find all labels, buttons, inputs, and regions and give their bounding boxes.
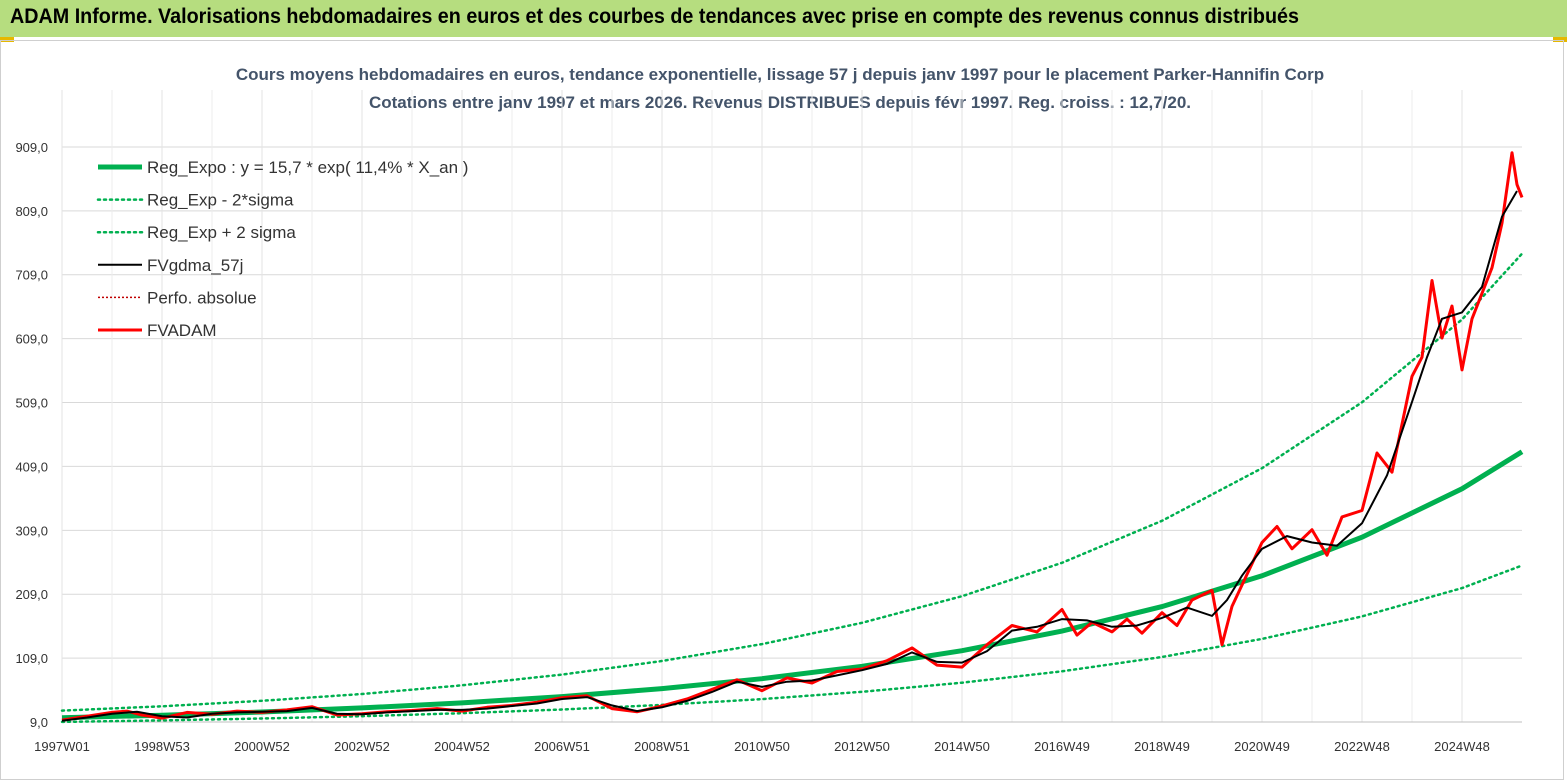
y-axis-labels: 9,0 109,0 209,0 309,0 409,0 509,0 609,0 709,0 80… [15, 140, 48, 730]
chart-frame [0, 40, 1564, 780]
y-tick-label: 9,0 [30, 715, 48, 730]
x-axis-labels: 1997W01 1998W53 2000W52 2002W52 2004W52 2006W… [34, 739, 1490, 754]
y-tick-label: 109,0 [15, 651, 48, 666]
y-tick-label: 309,0 [15, 523, 48, 538]
title-banner: ADAM Informe. Valorisations hebdomadaire… [0, 0, 1567, 37]
series-reg-expo [61, 449, 1524, 721]
chart-subtitle: Cotations entre janv 1997 et mars 2026. … [369, 93, 1191, 112]
series-reg-plus-2sigma [60, 252, 1524, 712]
legend-label: FVADAM [147, 321, 217, 340]
series-fvgdma-57j [61, 190, 1518, 722]
banner-accent-right [1553, 37, 1567, 42]
x-tick-label: 1998W53 [134, 739, 190, 754]
legend-label: Perfo. absolue [147, 288, 257, 307]
x-tick-label: 2002W52 [334, 739, 390, 754]
x-tick-label: 2018W49 [1134, 739, 1190, 754]
y-tick-label: 609,0 [15, 332, 48, 347]
x-tick-label: 2012W50 [834, 739, 890, 754]
x-tick-label: 2008W51 [634, 739, 690, 754]
series-lines [60, 151, 1524, 724]
y-tick-label: 909,0 [15, 140, 48, 155]
legend-label: Reg_Exp - 2*sigma [147, 191, 294, 210]
x-tick-label: 2006W51 [534, 739, 590, 754]
y-tick-label: 709,0 [15, 268, 48, 283]
x-tick-label: 2010W50 [734, 739, 790, 754]
x-tick-label: 1997W01 [34, 739, 90, 754]
x-tick-label: 2004W52 [434, 739, 490, 754]
x-tick-label: 2014W50 [934, 739, 990, 754]
legend-label: FVgdma_57j [147, 256, 243, 275]
x-tick-label: 2000W52 [234, 739, 290, 754]
legend: Reg_Expo : y = 15,7 * exp( 11,4% * X_an … [96, 158, 468, 340]
x-tick-label: 2022W48 [1334, 739, 1390, 754]
x-tick-label: 2016W49 [1034, 739, 1090, 754]
legend-label: Reg_Expo : y = 15,7 * exp( 11,4% * X_an … [147, 158, 468, 177]
x-tick-label: 2024W48 [1434, 739, 1490, 754]
series-reg-minus-2sigma [60, 564, 1524, 724]
legend-label: Reg_Exp + 2 sigma [147, 223, 296, 242]
banner-title: ADAM Informe. Valorisations hebdomadaire… [10, 5, 1299, 28]
gridlines [61, 90, 1522, 723]
y-tick-label: 509,0 [15, 396, 48, 411]
y-tick-label: 409,0 [15, 459, 48, 474]
x-tick-label: 2020W49 [1234, 739, 1290, 754]
y-tick-label: 809,0 [15, 204, 48, 219]
y-tick-label: 209,0 [15, 587, 48, 602]
chart-title: Cours moyens hebdomadaires en euros, ten… [236, 65, 1324, 84]
banner-accent-left [0, 37, 14, 42]
